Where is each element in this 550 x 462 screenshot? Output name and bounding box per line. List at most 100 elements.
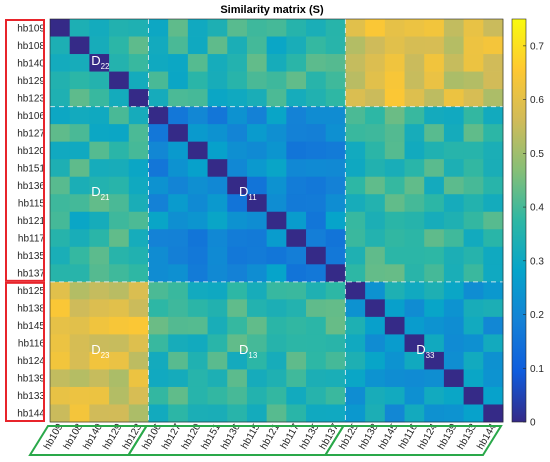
heatmap-cell — [69, 106, 90, 125]
heatmap-cell — [109, 386, 130, 405]
heatmap-cell — [306, 281, 327, 300]
block-label: D11 — [239, 184, 257, 202]
heatmap-cell — [345, 404, 366, 423]
heatmap-cell — [345, 159, 366, 178]
heatmap-cell — [148, 264, 169, 283]
heatmap-cell — [443, 334, 465, 353]
heatmap-cell — [306, 89, 327, 108]
heatmap-cell — [424, 264, 445, 283]
row-label: hb124 — [17, 356, 45, 367]
heatmap-cell — [50, 246, 71, 265]
heatmap-cell — [187, 176, 208, 195]
heatmap-cell — [404, 106, 425, 125]
block-label: D23 — [91, 342, 110, 360]
heatmap-cell — [187, 124, 208, 143]
row-label: hb116 — [18, 339, 46, 350]
heatmap-cell — [404, 229, 425, 248]
heatmap-cell — [89, 194, 110, 213]
heatmap-cell — [384, 211, 405, 230]
heatmap-cell — [128, 54, 149, 72]
heatmap-cell — [148, 334, 169, 353]
heatmap-cell — [424, 141, 445, 160]
heatmap-cell — [50, 334, 71, 353]
heatmap-cell — [306, 264, 327, 283]
heatmap-cell — [345, 386, 366, 405]
heatmap-cell — [246, 71, 268, 90]
heatmap-cell — [424, 299, 445, 318]
heatmap-cell — [227, 19, 248, 37]
heatmap-cell — [266, 36, 287, 55]
heatmap-cell — [424, 36, 445, 55]
heatmap-cell — [443, 141, 465, 160]
heatmap-cell — [345, 141, 366, 160]
heatmap-cell — [384, 54, 405, 72]
heatmap-cell — [365, 159, 386, 178]
heatmap-cell — [246, 19, 268, 37]
heatmap-cell — [50, 71, 71, 90]
column-group-outline — [323, 425, 503, 456]
heatmap-cell — [424, 106, 445, 125]
heatmap-cell — [168, 386, 189, 405]
heatmap-cell — [404, 281, 425, 300]
heatmap-cell — [148, 229, 169, 248]
heatmap-cell — [246, 264, 268, 283]
heatmap-cell — [325, 386, 346, 405]
heatmap-cell — [187, 89, 208, 108]
heatmap-cell — [128, 299, 149, 318]
heatmap-cell — [89, 316, 110, 335]
heatmap-cell — [109, 194, 130, 213]
row-label: hb135 — [17, 251, 45, 262]
heatmap-cell — [306, 246, 327, 265]
heatmap-cell — [463, 334, 484, 353]
heatmap-cell — [69, 229, 90, 248]
heatmap-cell — [306, 211, 327, 230]
heatmap-cell — [286, 36, 307, 55]
heatmap-cell — [246, 194, 268, 213]
heatmap-cell — [286, 124, 307, 143]
heatmap-cell — [227, 264, 248, 283]
heatmap-cell — [128, 229, 149, 248]
heatmap-cell — [424, 194, 445, 213]
heatmap-cell — [365, 281, 386, 300]
heatmap-cell — [483, 176, 504, 195]
heatmap-cell — [246, 334, 268, 353]
heatmap-cell — [266, 124, 287, 143]
heatmap-cell — [404, 141, 425, 160]
heatmap-cell — [128, 369, 149, 388]
heatmap-cell — [50, 211, 71, 230]
heatmap-cell — [266, 159, 287, 178]
heatmap-cell — [50, 159, 71, 178]
heatmap-cell — [325, 89, 346, 108]
heatmap-cell — [128, 194, 149, 213]
heatmap-cell — [227, 194, 248, 213]
block-labels: D22 D21 D11 D23 D13 D33 — [91, 53, 435, 360]
colorbar-tick-label: 0 — [530, 418, 536, 429]
heatmap-cell — [443, 176, 465, 195]
heatmap-cell — [483, 404, 504, 423]
heatmap-cell — [89, 36, 110, 55]
heatmap-cell — [404, 299, 425, 318]
heatmap-cell — [187, 54, 208, 72]
heatmap-cell — [168, 264, 189, 283]
heatmap-cell — [109, 404, 130, 423]
heatmap-cell — [286, 386, 307, 405]
heatmap-cell — [187, 159, 208, 178]
colorbar-tick-label: 0.3 — [530, 256, 544, 267]
row-label: hb123 — [17, 93, 45, 104]
heatmap-cell — [266, 211, 287, 230]
heatmap-cell — [325, 194, 346, 213]
heatmap-cell — [109, 176, 130, 195]
heatmap-cell — [168, 351, 189, 370]
heatmap-cell — [187, 264, 208, 283]
heatmap-cell — [168, 36, 189, 55]
heatmap-cell — [246, 211, 268, 230]
heatmap-cell — [443, 71, 465, 90]
heatmap-cell — [207, 194, 228, 213]
heatmap-cell — [128, 316, 149, 335]
heatmap-cell — [109, 281, 130, 300]
heatmap-cell — [148, 141, 169, 160]
heatmap-cell — [148, 404, 169, 423]
heatmap-cell — [443, 194, 465, 213]
heatmap-cell — [168, 281, 189, 300]
heatmap-cell — [128, 404, 149, 423]
